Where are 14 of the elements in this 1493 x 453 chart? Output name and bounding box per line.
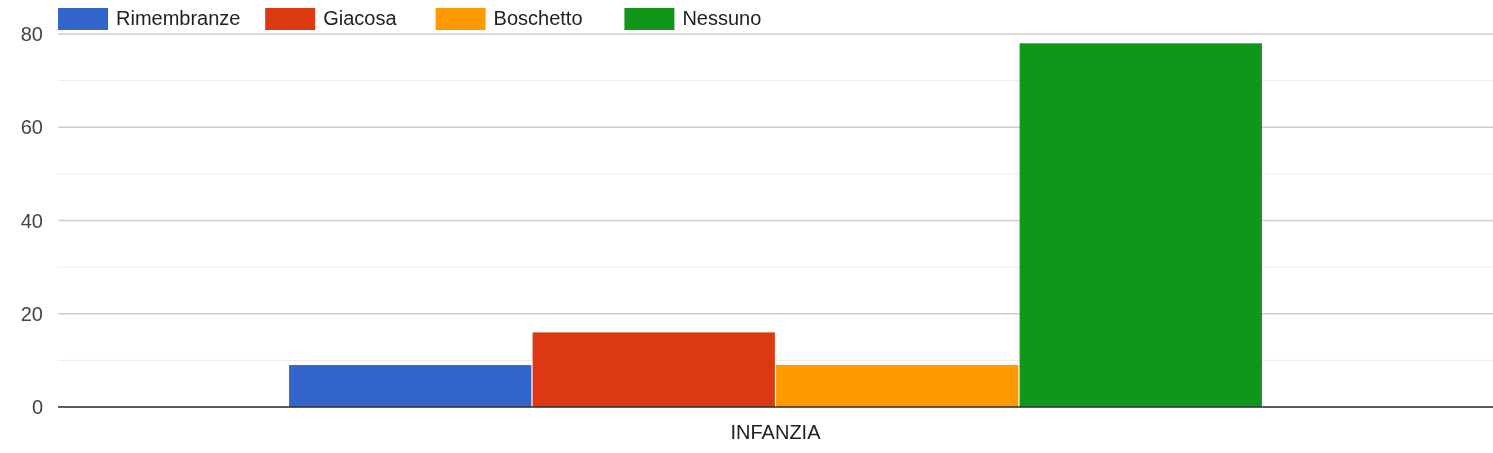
y-tick-label: 80 [20, 23, 43, 45]
bar [776, 365, 1019, 407]
bar [1019, 43, 1262, 407]
bar [289, 365, 532, 407]
y-tick-label: 0 [31, 396, 43, 418]
y-tick-label: 40 [20, 209, 43, 232]
x-tick-label: INFANZIA [730, 421, 822, 443]
legend-label: Nessuno [682, 7, 762, 29]
y-tick-label: 20 [20, 302, 43, 325]
legend-label: Boschetto [493, 7, 583, 29]
y-tick-label: 60 [20, 116, 43, 139]
bar [532, 332, 775, 407]
legend-label: Rimembranze [116, 7, 241, 29]
legend-label: Giacosa [323, 7, 398, 29]
